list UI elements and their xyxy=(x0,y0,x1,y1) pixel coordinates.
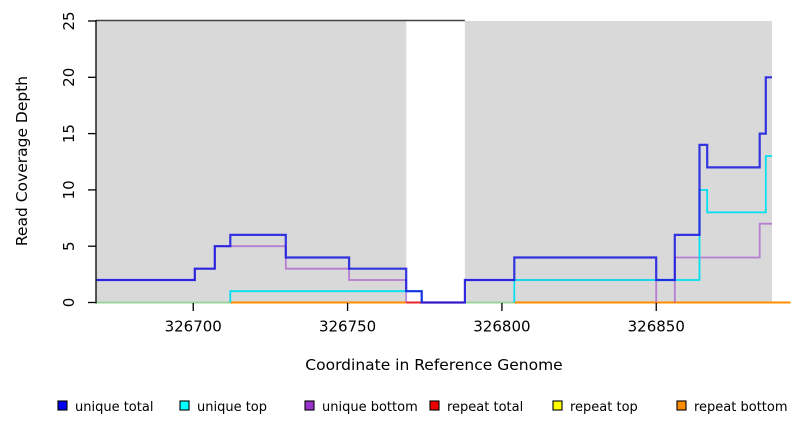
y-tick-label: 15 xyxy=(60,124,78,143)
legend: unique total unique top unique bottom repea… xyxy=(57,400,788,415)
x-tick-label: 326750 xyxy=(319,318,376,336)
legend-swatch-unique-bottom xyxy=(304,400,315,411)
legend-label-unique-bottom: unique bottom xyxy=(322,400,418,415)
x-tick-label: 326700 xyxy=(165,318,222,336)
y-tick-label: 5 xyxy=(60,241,78,251)
y-tick-label: 0 xyxy=(60,298,78,308)
x-tick-label: 326850 xyxy=(628,318,685,336)
legend-swatch-unique-top xyxy=(179,400,190,411)
y-axis-title: Read Coverage Depth xyxy=(13,76,31,246)
series-layer xyxy=(96,76,791,304)
plot-bg-right xyxy=(464,21,772,303)
legend-swatch-unique-total xyxy=(57,400,68,411)
legend-swatch-repeat-total xyxy=(429,400,440,411)
legend-label-repeat-total: repeat total xyxy=(447,400,523,415)
x-axis-title: Coordinate in Reference Genome xyxy=(305,356,562,374)
y-tick-label: 20 xyxy=(60,68,78,87)
y-tick-label: 25 xyxy=(60,11,78,30)
axes-layer: 0 5 10 15 20 25 326700 326750 326800 326850 xyxy=(60,11,685,335)
plot-background-layer xyxy=(96,19,772,303)
y-tick-label: 10 xyxy=(60,180,78,199)
plot-bg-left xyxy=(96,21,407,303)
x-tick-label: 326800 xyxy=(473,318,530,336)
legend-label-unique-top: unique top xyxy=(197,400,267,415)
legend-label-repeat-top: repeat top xyxy=(570,400,638,415)
legend-label-repeat-bottom: repeat bottom xyxy=(694,400,788,415)
legend-label-unique-total: unique total xyxy=(75,400,153,415)
legend-swatch-repeat-top xyxy=(552,400,563,411)
series-unique-total xyxy=(96,76,772,304)
legend-swatch-repeat-bottom xyxy=(676,400,687,411)
